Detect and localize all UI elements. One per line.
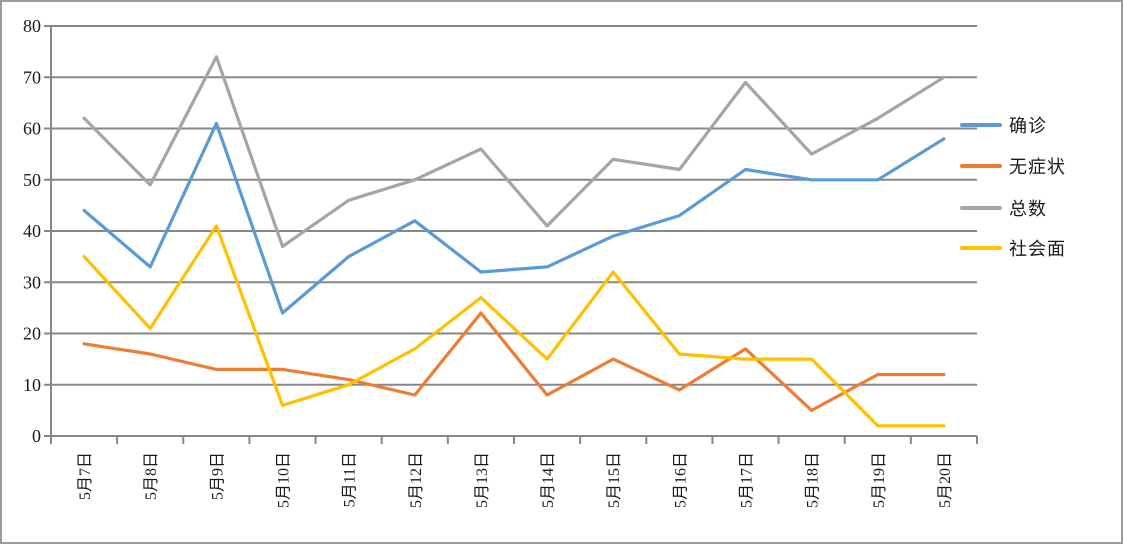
legend-line-swatch-wuzhengzhuang <box>960 164 1002 168</box>
y-tick-label-80: 80 <box>23 16 41 36</box>
x-tick-label-8: 5月15日 <box>606 452 623 508</box>
legend-line-swatch-zongshu <box>960 206 1002 210</box>
series-line-总数 <box>82 55 946 248</box>
legend-line-swatch-quezhen <box>960 123 1002 127</box>
legend-item-wuzhengzhuang: 无症状 <box>960 156 1066 177</box>
x-tick-label-5: 5月12日 <box>408 452 425 508</box>
y-tick-label-40: 40 <box>23 221 41 241</box>
y-tick-label-70: 70 <box>23 67 41 87</box>
legend-label-quezhen: 确诊 <box>1009 116 1047 136</box>
legend-item-quezhen: 确诊 <box>960 115 1047 136</box>
series-line-确诊 <box>82 121 946 315</box>
legend-label-shehuimian: 社会面 <box>1009 239 1066 259</box>
y-tick-label-0: 0 <box>32 426 41 446</box>
y-tick-label-10: 10 <box>23 375 41 395</box>
x-tick-label-4: 5月11日 <box>342 452 359 507</box>
series-line-社会面 <box>82 224 946 428</box>
legend-item-shehuimian: 社会面 <box>960 238 1066 259</box>
legend-label-zongshu: 总数 <box>1009 199 1047 219</box>
legend-label-wuzhengzhuang: 无症状 <box>1009 157 1066 177</box>
x-tick-label-0: 5月7日 <box>77 452 94 500</box>
x-tick-label-2: 5月9日 <box>209 452 226 500</box>
y-tick-label-50: 50 <box>23 170 41 190</box>
x-tick-label-3: 5月10日 <box>276 452 293 508</box>
x-tick-label-7: 5月14日 <box>540 452 557 508</box>
x-tick-label-13: 5月20日 <box>937 452 954 508</box>
y-tick-label-20: 20 <box>23 324 41 344</box>
y-tick-label-30: 30 <box>23 272 41 292</box>
series-line-无症状 <box>82 311 946 412</box>
x-tick-label-12: 5月19日 <box>871 452 888 508</box>
legend-item-zongshu: 总数 <box>960 198 1047 219</box>
x-tick-label-10: 5月17日 <box>739 452 756 508</box>
x-tick-label-11: 5月18日 <box>805 452 822 508</box>
x-tick-label-6: 5月13日 <box>474 452 491 508</box>
x-tick-label-1: 5月8日 <box>143 452 160 500</box>
y-tick-label-60: 60 <box>23 119 41 139</box>
chart-legend: 确诊 无症状 总数 社会面 <box>960 2 1123 302</box>
x-tick-label-9: 5月16日 <box>672 452 689 508</box>
legend-line-swatch-shehuimian <box>960 246 1002 250</box>
